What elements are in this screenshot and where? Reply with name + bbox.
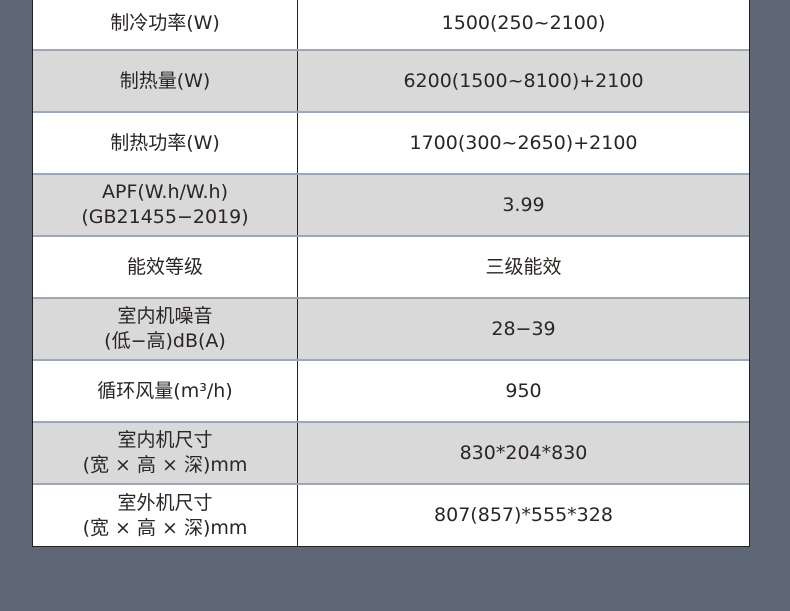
table-row: 制热量(W) 6200(1500~8100)+2100 — [33, 51, 749, 113]
spec-label: 能效等级 — [33, 237, 298, 297]
spec-label: 制热量(W) — [33, 51, 298, 111]
spec-label: 循环风量(m³/h) — [33, 361, 298, 421]
spec-label: 制热功率(W) — [33, 113, 298, 173]
spec-label: 室外机尺寸 (宽 × 高 × 深)mm — [33, 485, 298, 546]
spec-value: 1500(250~2100) — [441, 12, 606, 34]
table-row: APF(W.h/W.h) (GB21455−2019) 3.99 — [33, 175, 749, 237]
spec-label: 室内机噪音 (低−高)dB(A) — [33, 299, 298, 359]
spec-value: 950 — [505, 379, 542, 402]
spec-value: 28−39 — [491, 317, 556, 340]
spec-value: 1700(300~2650)+2100 — [409, 131, 638, 154]
table-row: 室内机尺寸 (宽 × 高 × 深)mm 830*204*830 — [33, 423, 749, 485]
table-row: 制热功率(W) 1700(300~2650)+2100 — [33, 113, 749, 175]
spec-label: 室内机尺寸 (宽 × 高 × 深)mm — [33, 423, 298, 483]
spec-value: 6200(1500~8100)+2100 — [403, 69, 644, 92]
table-row: 能效等级 三级能效 — [33, 237, 749, 299]
spec-value: 830*204*830 — [459, 441, 588, 464]
table-row: 制冷功率(W) 1500(250~2100) — [33, 0, 749, 51]
spec-label: 制冷功率(W) — [33, 0, 298, 49]
spec-value: 3.99 — [502, 193, 545, 216]
spec-table: 制冷功率(W) 1500(250~2100) 制热量(W) 6200(1500~810… — [32, 0, 750, 547]
table-row: 室外机尺寸 (宽 × 高 × 深)mm 807(857)*555*328 — [33, 485, 749, 546]
spec-value: 三级能效 — [485, 255, 562, 278]
spec-value: 807(857)*555*328 — [434, 504, 613, 526]
spec-label: APF(W.h/W.h) (GB21455−2019) — [33, 175, 298, 235]
table-row: 室内机噪音 (低−高)dB(A) 28−39 — [33, 299, 749, 361]
table-row: 循环风量(m³/h) 950 — [33, 361, 749, 423]
